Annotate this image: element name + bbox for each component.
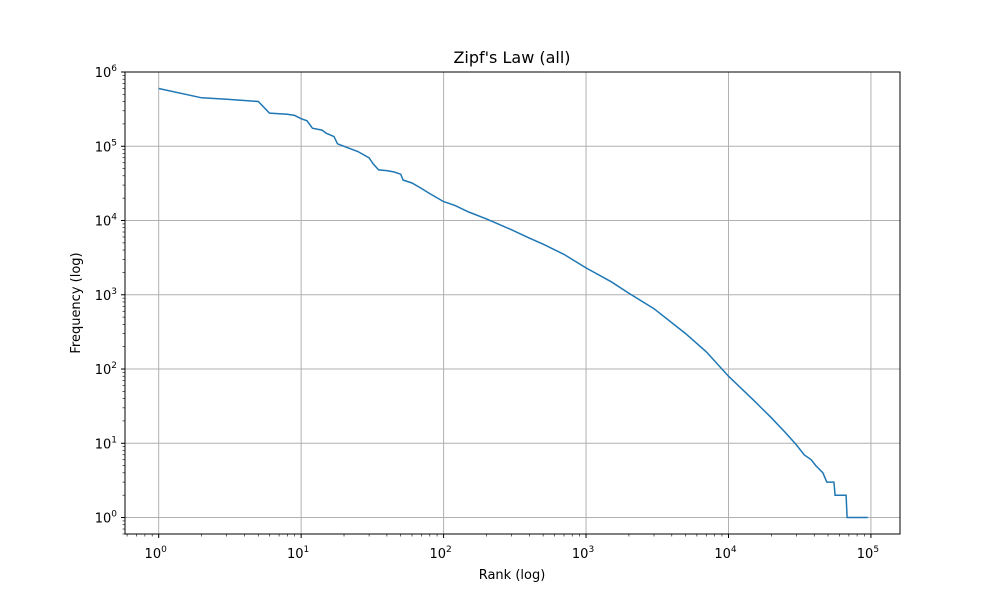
chart-title: Zipf's Law (all) xyxy=(453,48,570,67)
x-tick-label: 104 xyxy=(714,545,737,562)
y-tick-label: 101 xyxy=(95,435,117,452)
series-line xyxy=(158,87,868,519)
y-tick-label: 104 xyxy=(95,213,118,230)
x-tick-label: 103 xyxy=(572,545,594,562)
y-tick-label: 102 xyxy=(95,361,117,378)
x-axis-label: Rank (log) xyxy=(479,568,546,583)
y-tick-label: 103 xyxy=(95,287,117,304)
x-tick-label: 102 xyxy=(429,545,451,562)
x-tick-label: 100 xyxy=(145,545,168,562)
plot-frame xyxy=(124,71,901,535)
x-tick-label: 101 xyxy=(287,545,309,562)
y-tick-label: 106 xyxy=(95,64,118,81)
y-tick-label: 105 xyxy=(95,138,117,155)
axis-ticks: 100 101 102 103 104 105 100 101 102 103 104 105 106 xyxy=(95,64,879,562)
y-tick-label: 100 xyxy=(95,510,118,527)
y-axis-label: Frequency (log) xyxy=(69,252,84,353)
x-tick-label: 105 xyxy=(857,545,879,562)
